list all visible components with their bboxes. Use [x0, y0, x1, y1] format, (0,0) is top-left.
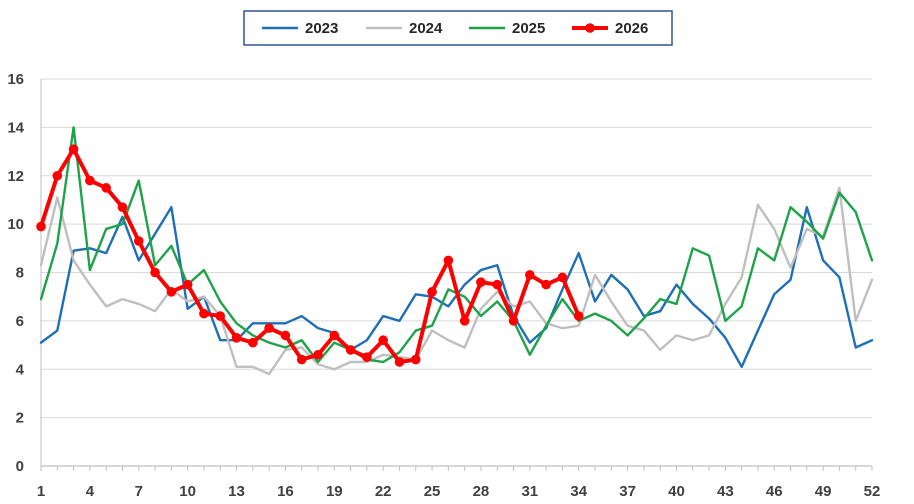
data-point-2026 — [296, 354, 307, 365]
y-tick-label: 0 — [16, 458, 24, 475]
data-point-2026 — [345, 345, 356, 355]
legend-marker — [585, 23, 595, 33]
data-point-2026 — [182, 279, 193, 290]
series-2025 — [39, 126, 874, 364]
data-point-2026 — [133, 236, 144, 246]
x-tick-label: 4 — [86, 483, 95, 500]
data-point-2026 — [492, 279, 503, 290]
legend-item-2024: 2024 — [366, 20, 443, 37]
legend-item-2023: 2023 — [262, 20, 338, 37]
x-tick-label: 7 — [135, 483, 143, 500]
x-tick-label: 52 — [864, 483, 881, 500]
legend-items: 2023 2024 2025 2026 — [262, 20, 648, 37]
x-tick-label: 31 — [521, 483, 538, 500]
legend-label: 2025 — [512, 20, 545, 37]
y-tick-label: 10 — [7, 216, 24, 233]
y-tick-label: 12 — [7, 168, 24, 185]
data-point-2026 — [231, 333, 242, 343]
x-tick-label: 16 — [277, 483, 294, 500]
data-point-2026 — [459, 316, 470, 326]
series-2024 — [39, 186, 874, 376]
legend-item-2026: 2026 — [572, 20, 648, 37]
axes — [40, 79, 873, 471]
x-tick-label: 19 — [326, 483, 343, 500]
data-point-2026 — [508, 316, 519, 326]
x-tick-label: 22 — [375, 483, 392, 500]
x-tick-label: 10 — [179, 483, 196, 500]
data-point-2026 — [36, 221, 46, 232]
legend: 2023 2024 2025 2026 — [243, 10, 673, 46]
data-point-2026 — [329, 330, 340, 341]
data-point-2026 — [410, 354, 421, 365]
gridlines — [41, 78, 872, 419]
series-line-2026 — [39, 147, 581, 364]
y-tick-label: 16 — [7, 71, 24, 88]
x-tick-label: 1 — [37, 483, 45, 500]
x-tick-label: 37 — [619, 483, 636, 500]
legend-label: 2026 — [615, 20, 648, 37]
data-point-2026 — [248, 337, 258, 348]
data-point-2026 — [476, 277, 486, 287]
data-point-2026 — [264, 323, 274, 333]
data-point-2026 — [378, 335, 388, 346]
data-point-2026 — [101, 183, 111, 193]
data-point-2026 — [199, 308, 209, 319]
data-point-2026 — [362, 352, 372, 362]
data-point-2026 — [427, 287, 437, 297]
data-point-2026 — [52, 170, 63, 181]
data-point-2026 — [117, 202, 128, 212]
data-point-2026 — [573, 311, 584, 321]
x-tick-label: 28 — [473, 483, 490, 500]
data-point-2026 — [541, 279, 551, 290]
data-point-2026 — [557, 272, 568, 283]
data-point-2026 — [443, 255, 454, 266]
data-point-2026 — [280, 330, 291, 341]
y-tick-label: 6 — [16, 313, 24, 330]
data-point-2026 — [215, 311, 226, 321]
y-tick-label: 8 — [16, 265, 24, 282]
y-tick-label: 4 — [16, 361, 25, 378]
data-point-2026 — [313, 349, 323, 360]
data-point-2026 — [150, 267, 160, 278]
data-point-2026 — [68, 144, 79, 154]
x-tick-label: 49 — [815, 483, 832, 500]
x-tick-label: 34 — [570, 483, 587, 500]
y-tick-label: 2 — [16, 410, 24, 427]
data-point-2026 — [166, 287, 177, 297]
data-point-2026 — [394, 357, 405, 367]
legend-label: 2024 — [409, 20, 443, 37]
data-point-2026 — [525, 270, 535, 280]
x-tick-label: 46 — [766, 483, 783, 500]
series-line-2024 — [39, 186, 874, 376]
y-tick-label: 14 — [7, 119, 24, 136]
x-tick-label: 13 — [228, 483, 245, 500]
series-lines — [36, 126, 874, 376]
legend-label: 2023 — [305, 20, 338, 37]
legend-item-2025: 2025 — [469, 20, 545, 37]
x-tick-label: 43 — [717, 483, 734, 500]
data-point-2026 — [85, 175, 95, 186]
x-tick-label: 25 — [424, 483, 441, 500]
series-2026 — [36, 144, 584, 367]
x-tick-label: 40 — [668, 483, 685, 500]
series-line-2025 — [39, 126, 874, 364]
